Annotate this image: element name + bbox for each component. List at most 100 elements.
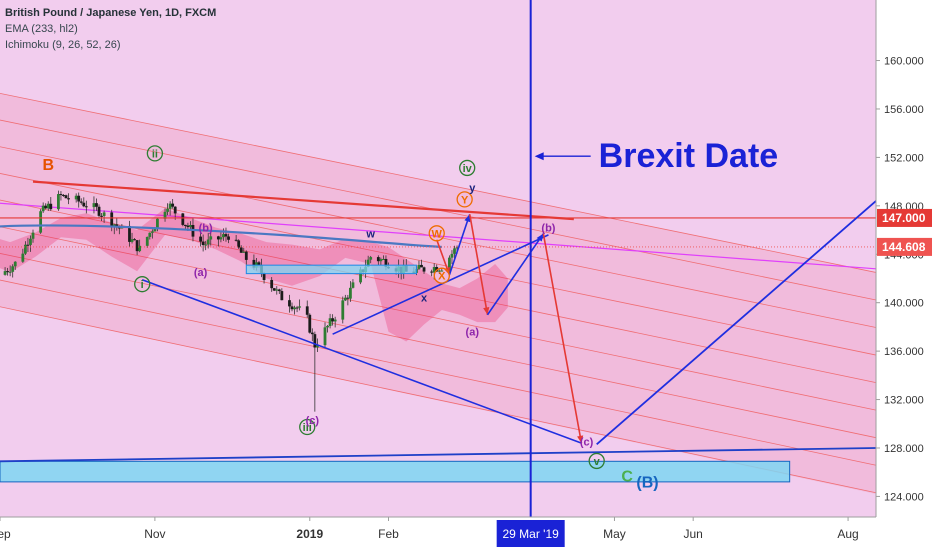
candle-body bbox=[6, 271, 10, 273]
candle bbox=[59, 191, 63, 201]
candle bbox=[46, 201, 50, 211]
candle bbox=[290, 302, 294, 312]
wave-label: iv bbox=[459, 159, 476, 177]
wave-label: X bbox=[433, 267, 450, 284]
wave-label-text: (b) bbox=[199, 222, 213, 234]
candle-body bbox=[308, 314, 312, 333]
candle-body bbox=[437, 270, 441, 272]
candle-body bbox=[44, 205, 48, 209]
candle-body bbox=[77, 195, 81, 202]
candle-body bbox=[430, 271, 434, 273]
candle-body bbox=[128, 225, 131, 242]
brexit-date-label: Brexit Date bbox=[599, 137, 779, 175]
candle-body bbox=[315, 345, 319, 348]
wave-label: (a) bbox=[194, 267, 208, 279]
candle-body bbox=[148, 232, 152, 237]
candle bbox=[11, 264, 15, 278]
candle bbox=[29, 235, 32, 252]
candle-body bbox=[224, 234, 228, 237]
wave-label-text: Y bbox=[461, 194, 469, 206]
candle bbox=[57, 190, 60, 211]
ichimoku-cloud bbox=[0, 208, 508, 342]
candle-body bbox=[183, 224, 187, 226]
wave-label-text: y bbox=[469, 182, 476, 194]
candle bbox=[343, 294, 347, 302]
candle-body bbox=[420, 264, 423, 268]
candle-body bbox=[295, 307, 299, 309]
candle bbox=[242, 247, 246, 254]
price-tag-bg bbox=[877, 237, 932, 256]
wave-label-circle bbox=[459, 159, 476, 177]
candle-body bbox=[209, 236, 213, 240]
candle bbox=[270, 277, 274, 292]
candle bbox=[331, 314, 335, 326]
candle-body bbox=[189, 225, 192, 228]
x-highlight-bg bbox=[496, 520, 565, 547]
candle-body bbox=[341, 300, 345, 320]
candle bbox=[224, 227, 228, 242]
candle-body bbox=[432, 267, 436, 273]
candle bbox=[135, 240, 139, 256]
candle-body bbox=[453, 248, 456, 254]
candle-body bbox=[79, 201, 83, 203]
arrow-y-up-head bbox=[464, 214, 471, 223]
candle bbox=[323, 322, 327, 348]
y-axis-panel bbox=[876, 0, 932, 550]
candle bbox=[97, 204, 101, 219]
candle-body bbox=[3, 271, 7, 275]
candle bbox=[204, 240, 208, 251]
regression-channel-line bbox=[0, 252, 877, 439]
candle-body bbox=[110, 212, 114, 227]
arrow-b-up-shaft bbox=[486, 233, 545, 316]
wave-label: x bbox=[421, 292, 428, 304]
x-highlight-tag: 29 Mar '19 bbox=[496, 520, 565, 547]
regression-channel-line bbox=[0, 119, 877, 301]
candle bbox=[351, 279, 355, 289]
regression-channel-line bbox=[0, 199, 877, 383]
arrow-y-up bbox=[448, 214, 471, 276]
candle-body bbox=[46, 203, 50, 209]
candle-body bbox=[384, 258, 388, 267]
candle-body bbox=[115, 224, 119, 227]
candle bbox=[379, 257, 383, 266]
x-tick-label: Nov bbox=[144, 527, 165, 541]
candle-body bbox=[26, 244, 30, 246]
candle-body bbox=[280, 291, 284, 301]
x-tick-label: Feb bbox=[378, 527, 399, 541]
candle bbox=[74, 193, 78, 203]
candle bbox=[39, 209, 43, 234]
wave-label-circle bbox=[588, 452, 605, 470]
candle bbox=[313, 331, 317, 412]
candle bbox=[333, 316, 337, 328]
candle bbox=[23, 241, 27, 255]
regression-channel-line bbox=[0, 146, 877, 328]
candle bbox=[100, 213, 103, 221]
candle-body bbox=[288, 300, 291, 307]
candle-body bbox=[74, 195, 78, 200]
horizontal-blue-line bbox=[0, 447, 877, 463]
candle-body bbox=[343, 297, 347, 301]
wave-label: Y bbox=[456, 191, 473, 208]
wave-label-text: ii bbox=[152, 148, 158, 160]
candle-body bbox=[257, 262, 261, 266]
y-tick-label: 156.000 bbox=[884, 104, 924, 116]
candle-body bbox=[130, 239, 134, 242]
candle bbox=[275, 286, 279, 295]
wave-label-text: (b) bbox=[541, 222, 555, 234]
x-highlight-label: 29 Mar '19 bbox=[503, 527, 560, 541]
candle bbox=[67, 193, 70, 205]
candle bbox=[13, 261, 17, 270]
candle-body bbox=[382, 258, 385, 260]
candle bbox=[346, 294, 350, 306]
candle bbox=[206, 232, 210, 249]
candle bbox=[272, 287, 276, 292]
candle bbox=[150, 229, 154, 239]
candle bbox=[133, 237, 136, 241]
candle-body bbox=[351, 282, 355, 288]
wave-label: C bbox=[621, 468, 633, 485]
candle-body bbox=[21, 253, 25, 262]
candle-body bbox=[310, 332, 314, 335]
wave-label-circle bbox=[428, 225, 445, 242]
candle bbox=[199, 230, 202, 247]
wave-trendline bbox=[141, 278, 582, 444]
